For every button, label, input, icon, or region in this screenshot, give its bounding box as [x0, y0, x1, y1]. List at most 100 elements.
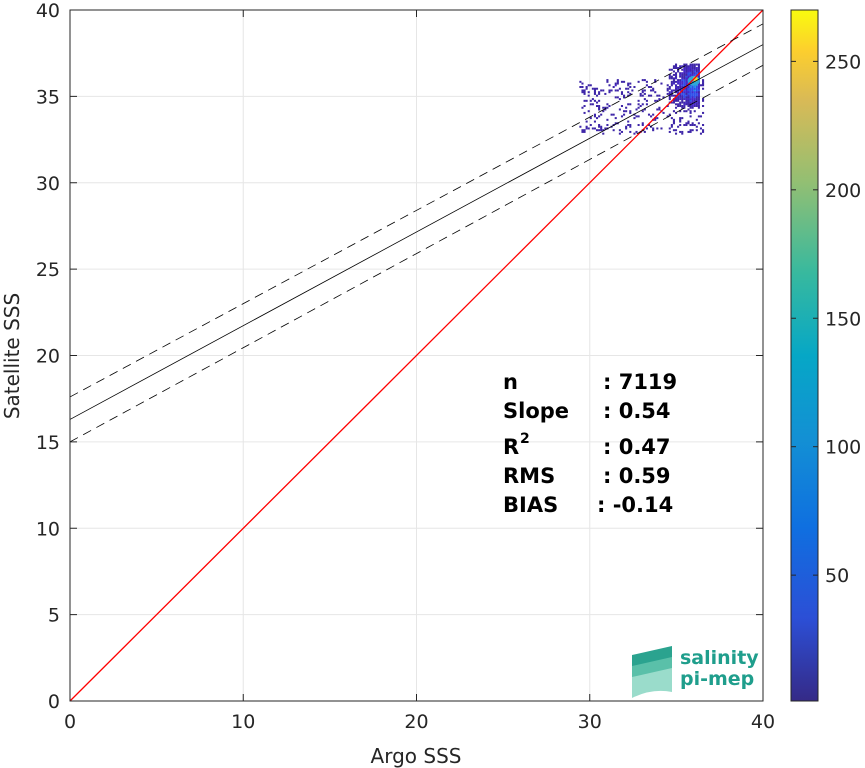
density-cell [702, 79, 705, 82]
density-cell [598, 99, 601, 102]
density-cell [591, 87, 594, 90]
density-cell [683, 84, 686, 87]
density-cell [683, 68, 686, 71]
density-cell [689, 89, 692, 92]
density-cell [687, 94, 690, 97]
density-cell [685, 73, 688, 76]
density-cell [668, 91, 671, 94]
density-cell [602, 110, 605, 113]
density-cell [670, 82, 673, 85]
density-cell [629, 103, 632, 106]
density-cell [687, 87, 690, 90]
density-cell [587, 84, 590, 87]
density-cell [697, 89, 700, 92]
density-cell [702, 82, 705, 85]
density-cell [666, 87, 669, 90]
density-cell [697, 82, 700, 85]
density-cell [593, 87, 596, 90]
density-cell [625, 125, 628, 128]
density-cell [668, 77, 671, 80]
density-cell [581, 130, 584, 133]
density-cell [598, 91, 601, 94]
density-cell [650, 94, 653, 97]
density-cell [679, 79, 682, 82]
density-cell [689, 96, 692, 99]
density-cell [685, 79, 688, 82]
density-cell [689, 73, 692, 76]
density-cell [598, 92, 601, 95]
density-cell [641, 124, 644, 127]
density-cell [681, 86, 684, 89]
density-cell [668, 73, 671, 76]
density-cell [695, 103, 698, 106]
density-cell [625, 110, 628, 113]
density-cell [627, 84, 630, 87]
density-cell [614, 117, 617, 120]
density-cell [604, 127, 607, 130]
density-cell [652, 89, 655, 92]
density-cell [670, 101, 673, 104]
density-cell [595, 101, 599, 104]
density-cell [618, 129, 621, 132]
density-cell [595, 94, 599, 97]
density-cell [672, 89, 675, 92]
density-cell [670, 125, 673, 128]
density-cell [691, 129, 694, 132]
density-cell [693, 73, 696, 76]
density-cell [672, 70, 675, 73]
density-cell [668, 92, 671, 95]
density-cell [672, 129, 675, 132]
density-cell [629, 130, 632, 133]
density-cell [606, 103, 609, 106]
density-cell [689, 110, 692, 113]
density-cell [695, 101, 698, 104]
density-cell [683, 80, 686, 83]
density-cell [685, 72, 688, 75]
density-cell [583, 130, 586, 133]
density-cell [668, 94, 671, 97]
density-cell [695, 68, 698, 71]
density-cell [687, 91, 690, 94]
density-cell [633, 86, 636, 89]
density-cell [581, 91, 584, 94]
density-cell [637, 99, 640, 102]
density-cell [652, 129, 655, 132]
density-cell [687, 99, 690, 102]
density-cell [620, 80, 624, 83]
density-cell [629, 125, 632, 128]
density-cell [635, 115, 638, 118]
density-cell [668, 113, 671, 116]
density-cell [677, 105, 680, 108]
density-cell [685, 98, 688, 101]
density-cell [658, 106, 661, 109]
density-cell [612, 113, 615, 116]
density-cell [691, 70, 694, 73]
density-cell [672, 82, 675, 85]
density-cell [695, 129, 698, 132]
density-cell [697, 70, 700, 73]
density-cell [654, 118, 657, 121]
density-cell [687, 96, 690, 99]
density-cell [689, 72, 692, 75]
density-cell [585, 87, 588, 90]
density-cell [674, 86, 678, 89]
density-cell [685, 65, 688, 68]
density-cell [670, 89, 673, 92]
density-cell [658, 94, 661, 97]
density-cell [691, 89, 694, 92]
density-cell [666, 92, 669, 95]
density-cell [681, 79, 684, 82]
density-cell [693, 99, 696, 102]
density-cell [595, 117, 599, 120]
density-cell [647, 124, 651, 127]
density-cell [687, 67, 690, 70]
density-cell [681, 105, 684, 108]
density-cell [697, 87, 700, 90]
density-cell [629, 86, 632, 89]
density-cell [693, 94, 696, 97]
density-cell [677, 91, 680, 94]
density-cell [679, 84, 682, 87]
colorbar-tick-label: 250 [825, 51, 861, 73]
density-cell [645, 80, 648, 83]
